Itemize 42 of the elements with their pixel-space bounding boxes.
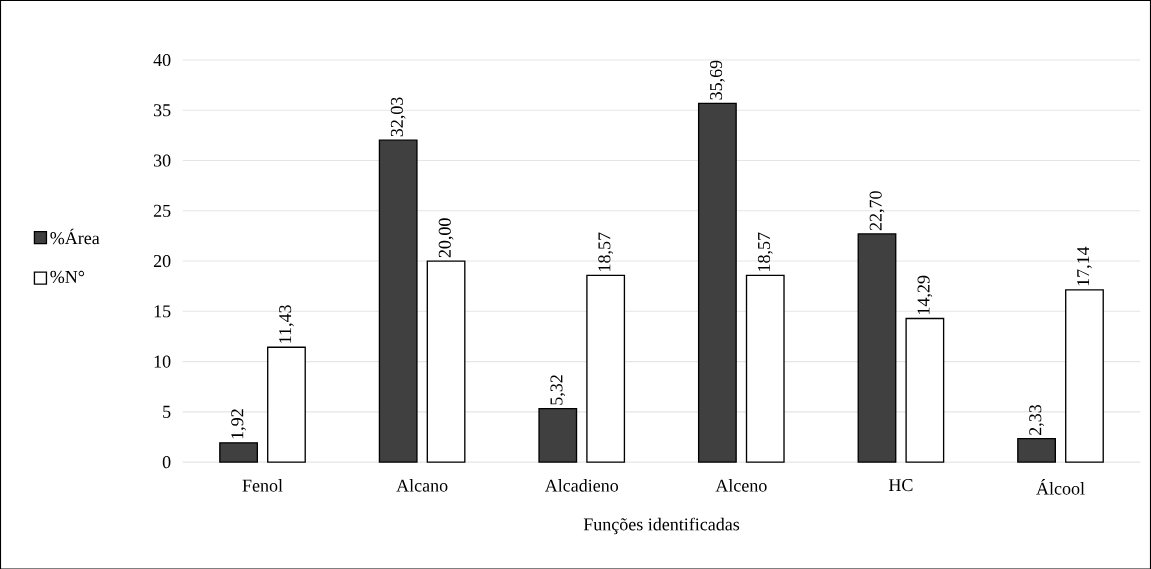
y-tick-label: 0 <box>162 455 171 468</box>
x-tick-label: HC <box>888 478 913 491</box>
bar <box>1017 437 1057 463</box>
x-tick-label: Fenol <box>242 478 283 492</box>
data-label: 1,92 <box>231 409 246 439</box>
data-label: 18,57 <box>598 232 614 271</box>
data-label: 5,32 <box>550 374 566 405</box>
y-tick-label: 20 <box>153 254 171 267</box>
data-label: 35,69 <box>710 60 725 100</box>
bar <box>745 274 785 463</box>
bar <box>697 102 737 463</box>
x-tick-label: Alcadieno <box>544 478 619 492</box>
y-tick-label: 5 <box>163 405 171 418</box>
x-axis-title: Funções identificadas <box>583 517 740 534</box>
y-tick-label: 10 <box>154 355 171 368</box>
bar <box>1065 288 1104 463</box>
y-tick-label: 40 <box>153 53 171 66</box>
legend-label: %N° <box>50 270 85 283</box>
bar <box>378 139 418 463</box>
data-label: 14,29 <box>917 275 933 314</box>
bar <box>538 407 578 463</box>
y-tick-label: 30 <box>153 154 171 167</box>
bar <box>586 274 626 463</box>
data-label: 20,00 <box>438 218 454 258</box>
legend-label: %Área <box>50 228 100 245</box>
data-label: 32,03 <box>390 97 406 137</box>
data-label: 18,57 <box>757 232 773 271</box>
bar <box>905 317 945 463</box>
bar <box>426 260 466 463</box>
x-tick-label: Alcano <box>396 478 448 492</box>
data-label: 11,43 <box>279 304 294 343</box>
x-tick-label: Alceno <box>715 478 767 492</box>
y-tick-label: 35 <box>153 103 171 117</box>
y-tick-label: 15 <box>154 305 171 318</box>
data-label: 17,14 <box>1077 246 1092 286</box>
bar <box>857 233 897 463</box>
bar <box>267 346 306 463</box>
data-label: 22,70 <box>869 190 885 230</box>
y-tick-label: 25 <box>153 204 171 217</box>
data-label: 2,33 <box>1029 404 1044 435</box>
bar <box>219 441 258 463</box>
x-tick-label: Álcool <box>1036 478 1085 495</box>
